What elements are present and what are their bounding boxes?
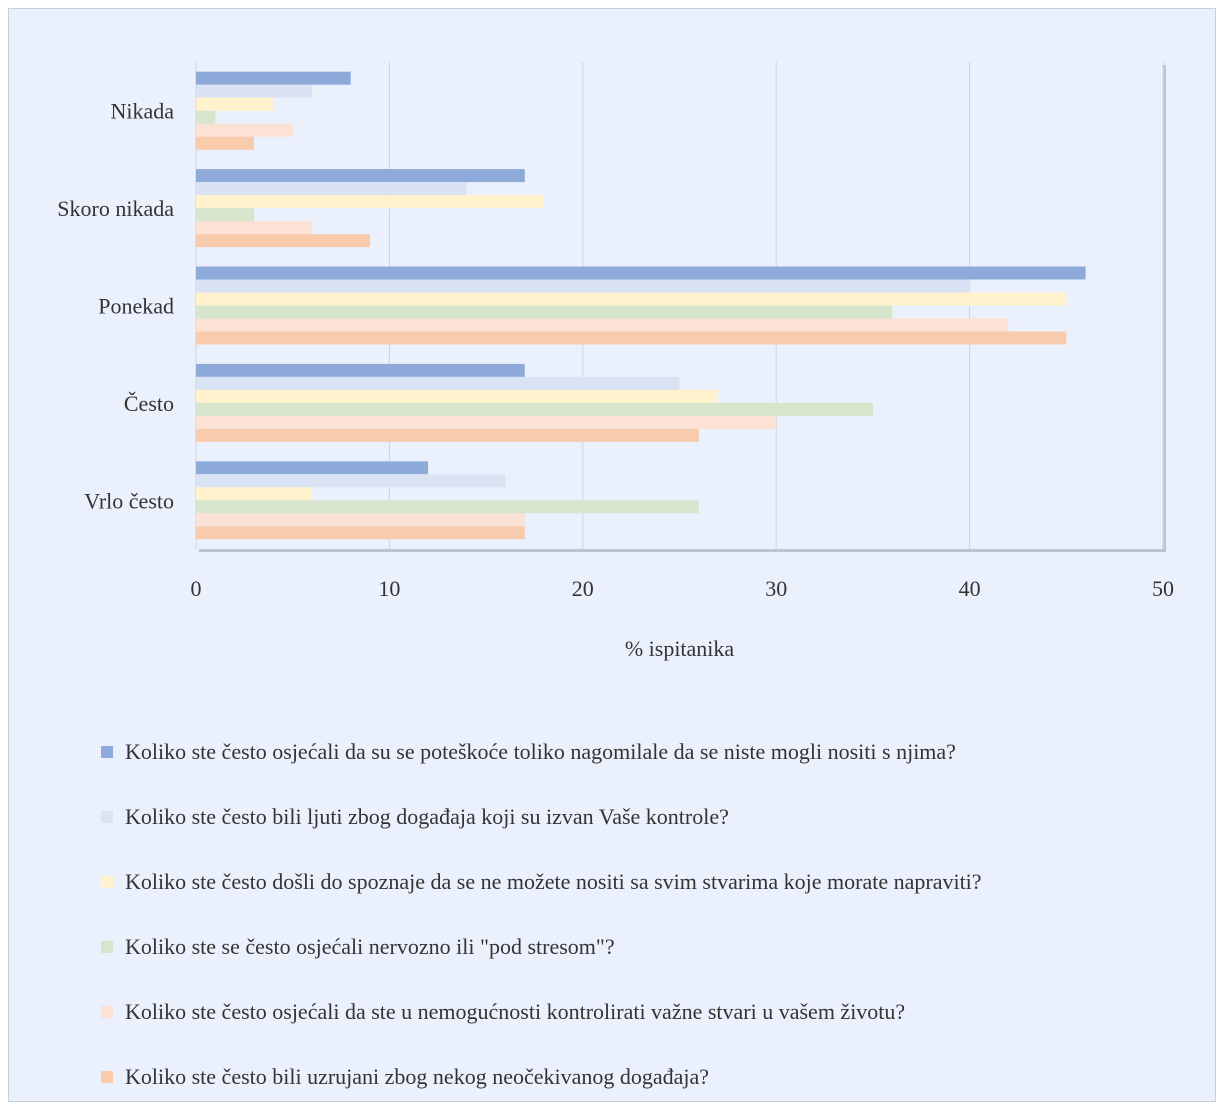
bar xyxy=(196,279,970,293)
legend-item: Koliko ste često bili ljuti zbog događaj… xyxy=(101,784,1211,849)
bar xyxy=(196,376,680,390)
bar xyxy=(196,402,873,416)
legend-item: Koliko ste često bili uzrujani zbog neko… xyxy=(101,1044,1211,1109)
bar xyxy=(196,110,216,124)
legend-label: Koliko ste se često osjećali nervozno il… xyxy=(125,933,615,959)
legend-swatch xyxy=(101,875,113,888)
bar xyxy=(196,169,525,183)
bar xyxy=(196,234,371,248)
legend-label: Koliko ste često bili ljuti zbog događaj… xyxy=(125,803,729,829)
x-tick-labels: 0 10 20 30 40 50 xyxy=(191,576,1175,601)
bar xyxy=(196,208,255,222)
x-tick-label: 50 xyxy=(1152,576,1174,601)
bar xyxy=(196,513,525,527)
x-tick-label: 0 xyxy=(191,576,202,601)
legend-label: Koliko ste često došli do spoznaje da se… xyxy=(125,868,982,894)
category-label: Vrlo često xyxy=(84,488,174,513)
bar xyxy=(196,195,545,209)
legend-swatch xyxy=(101,1005,113,1018)
x-tick-label: 20 xyxy=(572,576,594,601)
bar xyxy=(196,97,274,111)
legend-swatch xyxy=(101,810,113,823)
x-tick-label: 10 xyxy=(378,576,400,601)
legend-label: Koliko ste često osjećali da su se poteš… xyxy=(125,738,956,764)
legend-item: Koliko ste se često osjećali nervozno il… xyxy=(101,914,1211,979)
bar-chart: Nikada Skoro nikada Ponekad Često Vrlo često… xyxy=(57,62,1175,661)
bar xyxy=(196,474,506,488)
x-axis-title: % ispitanika xyxy=(625,636,735,661)
bar xyxy=(196,500,699,514)
bar xyxy=(196,428,699,442)
bar xyxy=(196,71,351,85)
chart-frame: Nikada Skoro nikada Ponekad Često Vrlo često… xyxy=(8,8,1216,1102)
bar xyxy=(196,182,467,196)
legend-label: Koliko ste često bili uzrujani zbog neko… xyxy=(125,1063,710,1089)
bar xyxy=(196,389,719,403)
legend-swatch xyxy=(101,1070,113,1083)
legend: Koliko ste često osjećali da su se poteš… xyxy=(101,719,1211,1109)
bar xyxy=(196,123,293,137)
bar xyxy=(196,331,1067,345)
legend-label: Koliko ste često osjećali da ste u nemog… xyxy=(125,998,906,1024)
x-tick-label: 30 xyxy=(765,576,787,601)
category-labels: Nikada Skoro nikada Ponekad Često Vrlo često xyxy=(57,99,174,514)
bar xyxy=(196,318,1009,332)
bar xyxy=(196,136,255,150)
bar xyxy=(196,526,525,540)
legend-item: Koliko ste često osjećali da ste u nemog… xyxy=(101,979,1211,1044)
bars xyxy=(196,71,1086,540)
bar xyxy=(196,305,893,319)
bar xyxy=(196,292,1067,306)
bar xyxy=(196,363,525,377)
x-tick-label: 40 xyxy=(959,576,981,601)
bar xyxy=(196,266,1086,280)
bar xyxy=(196,487,313,501)
legend-swatch xyxy=(101,745,113,758)
legend-swatch xyxy=(101,940,113,953)
bar xyxy=(196,461,429,475)
category-label: Često xyxy=(124,391,174,416)
category-label: Nikada xyxy=(110,99,174,124)
category-label: Ponekad xyxy=(98,294,174,319)
bar xyxy=(196,84,313,98)
category-label: Skoro nikada xyxy=(57,196,174,221)
legend-item: Koliko ste često došli do spoznaje da se… xyxy=(101,849,1211,914)
bar xyxy=(196,415,777,429)
legend-item: Koliko ste često osjećali da su se poteš… xyxy=(101,719,1211,784)
bar xyxy=(196,221,313,235)
